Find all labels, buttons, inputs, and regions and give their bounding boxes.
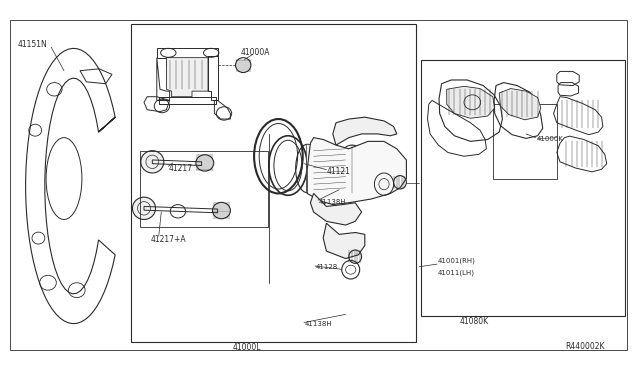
- Bar: [140, 151, 268, 227]
- Polygon shape: [499, 89, 541, 120]
- Polygon shape: [310, 193, 362, 225]
- Text: 41138H: 41138H: [319, 199, 346, 205]
- Polygon shape: [447, 86, 495, 118]
- Text: 41001(RH): 41001(RH): [438, 258, 476, 264]
- Text: 41217: 41217: [169, 164, 193, 173]
- Text: 41138H: 41138H: [305, 321, 332, 327]
- Text: 41121: 41121: [326, 167, 350, 176]
- Bar: [421, 60, 625, 316]
- Text: 41151N: 41151N: [18, 40, 47, 49]
- Polygon shape: [307, 144, 349, 193]
- Text: 41000K: 41000K: [536, 136, 563, 142]
- Ellipse shape: [132, 197, 156, 219]
- Polygon shape: [323, 223, 365, 259]
- Polygon shape: [166, 58, 208, 97]
- Text: 41000L: 41000L: [232, 343, 260, 352]
- Bar: [131, 24, 416, 342]
- Text: 41000A: 41000A: [241, 48, 270, 57]
- Text: 41128: 41128: [316, 264, 338, 270]
- Bar: [493, 104, 557, 179]
- Text: 41011(LH): 41011(LH): [438, 269, 475, 276]
- Polygon shape: [333, 117, 397, 145]
- Polygon shape: [307, 138, 406, 205]
- Text: 41217+A: 41217+A: [150, 235, 186, 244]
- Text: R440002K: R440002K: [565, 342, 605, 351]
- Text: 41080K: 41080K: [460, 317, 489, 326]
- Ellipse shape: [141, 151, 164, 173]
- Bar: [10, 20, 627, 350]
